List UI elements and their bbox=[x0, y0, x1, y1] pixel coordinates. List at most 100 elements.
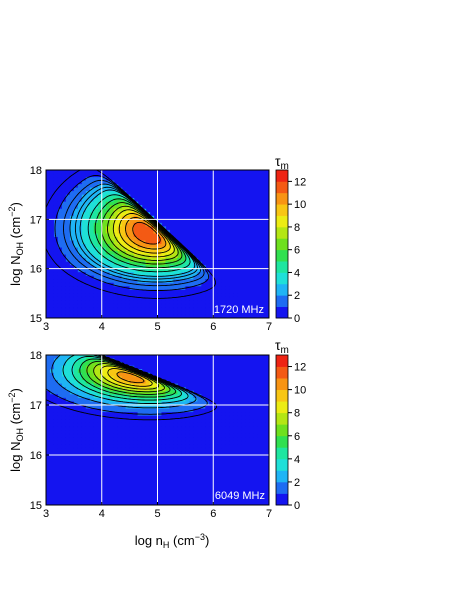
heatmap-cell bbox=[73, 258, 79, 263]
heatmap-cell bbox=[213, 444, 218, 449]
heatmap-cells bbox=[46, 355, 269, 456]
heatmap-cell bbox=[197, 444, 202, 449]
heatmap-cell bbox=[117, 201, 123, 206]
heatmap-cell bbox=[129, 244, 135, 249]
heatmap-cell bbox=[89, 229, 95, 235]
heatmap-cell bbox=[229, 314, 234, 318]
heatmap-cell bbox=[185, 447, 190, 453]
colorbar-segment bbox=[276, 424, 288, 437]
heatmap-cell bbox=[213, 433, 218, 438]
heatmap-cell bbox=[105, 422, 111, 428]
heatmap-cell bbox=[177, 286, 182, 291]
heatmap-cell bbox=[229, 300, 234, 305]
heatmap-cell bbox=[149, 405, 155, 410]
heatmap-cell bbox=[69, 300, 75, 305]
heatmap-cell bbox=[53, 173, 59, 178]
heatmap-cell bbox=[145, 408, 151, 413]
heatmap-cell bbox=[65, 173, 71, 178]
colorbar-tick-label: 4 bbox=[294, 267, 300, 279]
heatmap-cell bbox=[173, 261, 179, 266]
heatmap-cell bbox=[105, 268, 111, 273]
heatmap-cell bbox=[85, 401, 91, 406]
heatmap-cell bbox=[185, 314, 190, 318]
heatmap-cell bbox=[49, 303, 55, 309]
heatmap-cell bbox=[61, 355, 67, 360]
heatmap-cell bbox=[105, 296, 111, 301]
heatmap-cell bbox=[189, 447, 194, 453]
heatmap-cell bbox=[97, 177, 103, 182]
heatmap-cell bbox=[53, 426, 59, 431]
heatmap-cell bbox=[89, 208, 95, 213]
heatmap-cell bbox=[217, 426, 222, 431]
heatmap-cell bbox=[109, 300, 115, 305]
heatmap-cell bbox=[93, 303, 99, 309]
heatmap-cell bbox=[117, 419, 123, 424]
heatmap-cell bbox=[177, 401, 182, 406]
heatmap-cell bbox=[185, 303, 190, 309]
heatmap-cell bbox=[137, 451, 143, 456]
heatmap-cell bbox=[101, 433, 107, 438]
heatmap-cell bbox=[117, 198, 123, 203]
heatmap-cell bbox=[149, 229, 155, 235]
heatmap-cell bbox=[225, 314, 230, 318]
heatmap-cell bbox=[93, 433, 99, 438]
heatmap-cell bbox=[97, 397, 103, 403]
heatmap-cell bbox=[137, 415, 143, 420]
heatmap-cell bbox=[53, 303, 59, 309]
heatmap-cell bbox=[141, 405, 147, 410]
heatmap-cell bbox=[85, 247, 91, 252]
heatmap-cell bbox=[145, 447, 151, 453]
heatmap-cell bbox=[197, 275, 202, 280]
heatmap-cell bbox=[65, 170, 71, 175]
heatmap-cell bbox=[177, 419, 182, 424]
heatmap-cell bbox=[121, 303, 127, 309]
heatmap-cell bbox=[93, 180, 99, 185]
heatmap-cell bbox=[49, 419, 55, 424]
heatmap-cell bbox=[185, 265, 190, 270]
heatmap-cell bbox=[97, 430, 103, 435]
heatmap-cell bbox=[233, 293, 238, 298]
heatmap-cell bbox=[129, 229, 135, 235]
heatmap-cell bbox=[117, 194, 123, 199]
heatmap-cell bbox=[205, 296, 210, 301]
heatmap-cell bbox=[53, 177, 59, 182]
heatmap-cell bbox=[109, 422, 115, 428]
heatmap-cell bbox=[53, 444, 59, 449]
heatmap-cell bbox=[105, 310, 111, 316]
heatmap-cell bbox=[201, 275, 206, 280]
heatmap-cell bbox=[217, 419, 222, 424]
heatmap-cell bbox=[145, 226, 151, 231]
heatmap-cell bbox=[117, 444, 123, 449]
heatmap-cell bbox=[181, 447, 186, 453]
heatmap-cell bbox=[61, 365, 67, 370]
heatmap-cell bbox=[61, 236, 67, 242]
heatmap-cell bbox=[177, 437, 182, 442]
heatmap-cell bbox=[165, 401, 171, 406]
heatmap-cell bbox=[161, 240, 167, 245]
heatmap-cell bbox=[129, 412, 135, 417]
heatmap-cell bbox=[177, 397, 182, 403]
heatmap-cell bbox=[125, 380, 131, 385]
heatmap-cell bbox=[46, 233, 51, 238]
heatmap-cell bbox=[57, 282, 63, 287]
heatmap-cell bbox=[57, 433, 63, 438]
heatmap-cell bbox=[113, 307, 119, 312]
heatmap-cell bbox=[81, 265, 87, 270]
heatmap-cell bbox=[209, 405, 214, 410]
heatmap-cell bbox=[101, 244, 107, 249]
heatmap-cell bbox=[157, 387, 163, 392]
heatmap-cell bbox=[233, 440, 238, 445]
heatmap-cell bbox=[113, 289, 119, 294]
heatmap-cell bbox=[65, 401, 71, 406]
heatmap-cell bbox=[221, 426, 226, 431]
heatmap-cell bbox=[181, 261, 186, 266]
heatmap-cell bbox=[105, 265, 111, 270]
heatmap-cell bbox=[113, 394, 119, 399]
heatmap-cell bbox=[57, 437, 63, 442]
x-tick-label: 3 bbox=[43, 321, 49, 333]
heatmap-cell bbox=[245, 426, 250, 431]
heatmap-cell bbox=[53, 219, 59, 224]
heatmap-cell bbox=[46, 205, 51, 210]
heatmap-cell bbox=[109, 365, 115, 370]
y-tick-label: 15 bbox=[30, 500, 42, 512]
